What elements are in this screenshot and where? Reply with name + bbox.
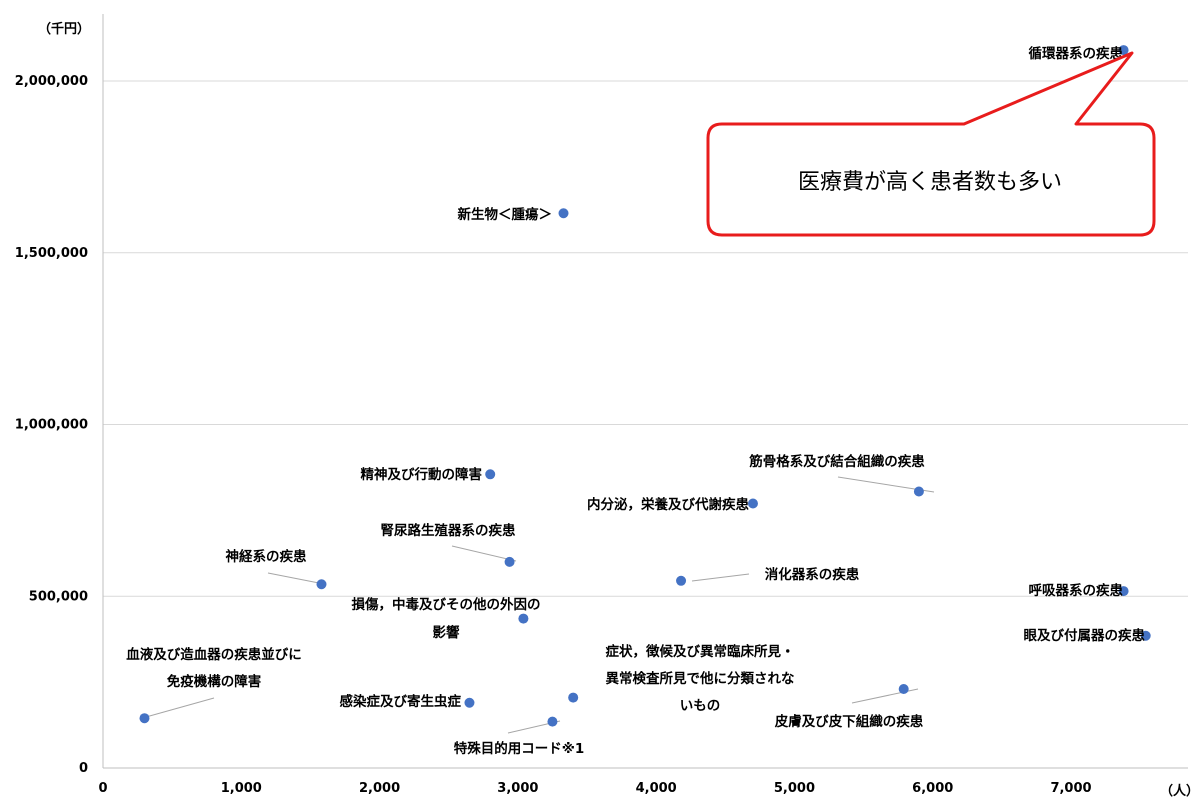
gridlines bbox=[103, 80, 1188, 769]
data-label: 症状，徴候及び異常臨床所見・ bbox=[606, 643, 795, 660]
data-label: 腎尿路生殖器系の疾患 bbox=[381, 522, 516, 539]
x-tick-label: 0 bbox=[98, 781, 107, 796]
y-tick-label: 2,000,000 bbox=[15, 74, 88, 89]
tick-labels: 0 500,000 1,000,000 1,500,000 2,000,000 0 1,00… bbox=[15, 74, 1092, 796]
data-label: 筋骨格系及び結合組織の疾患 bbox=[749, 453, 925, 470]
data-point bbox=[547, 716, 558, 727]
callout-bubble bbox=[706, 51, 1156, 237]
callout: 医療費が高く患者数も多い bbox=[706, 51, 1156, 237]
data-point bbox=[1118, 45, 1129, 56]
data-point bbox=[568, 692, 579, 703]
data-label: 皮膚及び皮下組織の疾患 bbox=[775, 713, 924, 730]
data-point bbox=[747, 498, 758, 509]
data-label: 消化器系の疾患 bbox=[765, 566, 860, 583]
callout-text: 医療費が高く患者数も多い bbox=[798, 170, 1062, 195]
y-tick-label: 1,500,000 bbox=[15, 246, 88, 261]
data-label: 血液及び造血器の疾患並びに bbox=[126, 646, 302, 663]
data-label: 感染症及び寄生虫症 bbox=[340, 693, 462, 710]
data-points bbox=[139, 45, 1151, 727]
leader-line bbox=[267, 572, 325, 585]
data-label: 新生物＜腫瘍＞ bbox=[458, 206, 553, 223]
y-tick-label: 0 bbox=[79, 761, 88, 776]
data-label: いもの bbox=[680, 698, 721, 714]
x-tick-label: 5,000 bbox=[774, 781, 815, 796]
data-point bbox=[913, 486, 924, 497]
x-tick-label: 6,000 bbox=[912, 781, 953, 796]
leader-line bbox=[691, 573, 750, 582]
data-label: 呼吸器系の疾患 bbox=[1029, 582, 1124, 599]
y-unit-label: （千円） bbox=[38, 21, 90, 37]
leader-line bbox=[451, 545, 517, 562]
x-unit-label: （人） bbox=[1160, 783, 1197, 799]
x-tick-label: 3,000 bbox=[497, 781, 538, 796]
data-point bbox=[676, 575, 687, 586]
y-tick-label: 500,000 bbox=[29, 589, 88, 604]
data-label: 異常検査所見で他に分類されな bbox=[606, 670, 795, 687]
data-label: 眼及び付属器の疾患 bbox=[1024, 627, 1146, 644]
x-tick-label: 4,000 bbox=[636, 781, 677, 796]
data-point bbox=[485, 469, 496, 480]
data-label: 損傷，中毒及びその他の外因の bbox=[352, 596, 541, 613]
y-tick-label: 1,000,000 bbox=[15, 418, 88, 433]
leader-line bbox=[145, 697, 215, 718]
data-label: 内分泌，栄養及び代謝疾患 bbox=[587, 496, 749, 513]
data-point bbox=[518, 613, 529, 624]
data-point bbox=[139, 713, 150, 724]
data-label: 精神及び行動の障害 bbox=[361, 466, 483, 483]
data-point bbox=[316, 579, 327, 590]
data-point bbox=[464, 697, 475, 708]
data-label: 影響 bbox=[433, 624, 460, 641]
x-tick-label: 7,000 bbox=[1050, 781, 1091, 796]
x-tick-label: 2,000 bbox=[359, 781, 400, 796]
data-point bbox=[1140, 630, 1151, 641]
x-tick-label: 1,000 bbox=[221, 781, 262, 796]
data-point bbox=[558, 208, 569, 219]
data-point bbox=[898, 683, 909, 694]
data-label: 免疫機構の障害 bbox=[167, 673, 262, 690]
data-label: 特殊目的用コード※1 bbox=[454, 740, 585, 757]
data-label: 循環器系の疾患 bbox=[1029, 45, 1124, 62]
data-label: 神経系の疾患 bbox=[226, 548, 307, 565]
data-point bbox=[504, 556, 515, 567]
data-point bbox=[1118, 586, 1129, 597]
